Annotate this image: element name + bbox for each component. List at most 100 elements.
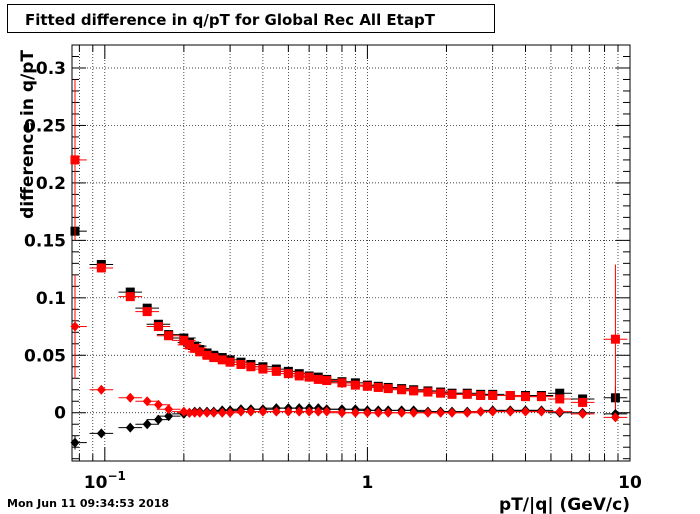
data-point [521, 392, 531, 402]
axis-ticks: 0 0.05 0.1 0.15 0.2 0.25 0.3 10−1 1 10 [24, 44, 642, 493]
y-tick-label: 0.15 [24, 231, 66, 251]
data-point [322, 376, 332, 386]
data-point [153, 399, 163, 410]
data-point [179, 335, 189, 345]
data-point [488, 390, 498, 400]
title-box: Fitted difference in q/pT for Global Rec… [7, 4, 495, 33]
y-tick-label: 0.1 [36, 289, 66, 309]
x-tick-label: 10 [618, 473, 642, 493]
series-1 [70, 79, 628, 414]
data-point [258, 364, 268, 374]
data-point [283, 369, 293, 379]
data-point [179, 406, 189, 417]
x-tick-label: 1 [361, 473, 373, 493]
data-point [383, 384, 393, 394]
y-axis-label: difference in q/pT [18, 50, 38, 219]
data-point [246, 362, 256, 372]
data-point [125, 392, 135, 403]
data-point [521, 406, 531, 417]
data-point [271, 406, 281, 417]
data-point [409, 386, 419, 396]
data-point [350, 407, 360, 418]
y-tick-label: 0.05 [24, 346, 66, 366]
data-point [184, 340, 194, 350]
data-point [246, 406, 256, 417]
data-point [70, 437, 80, 448]
data-point [190, 343, 200, 353]
chart-title: Fitted difference in q/pT for Global Rec… [25, 11, 435, 29]
data-point [476, 406, 486, 417]
data-point [397, 385, 407, 395]
data-point [505, 390, 515, 400]
data-point [304, 372, 314, 382]
data-point [96, 428, 106, 439]
data-point [447, 389, 457, 399]
data-point [164, 404, 174, 415]
data-point [125, 287, 135, 297]
axes-frame [71, 44, 631, 462]
y-tick-label: 0 [54, 404, 66, 424]
plot-frame [71, 44, 631, 462]
data-point [202, 350, 212, 360]
data-point [142, 307, 152, 317]
data-point [125, 422, 135, 433]
data-point [383, 407, 393, 418]
data-point [195, 347, 205, 357]
data-point [96, 384, 106, 395]
data-point [373, 382, 383, 392]
data-point [397, 407, 407, 418]
data-point [578, 397, 588, 407]
data-point [70, 155, 80, 165]
data-point [142, 396, 152, 407]
data-point [209, 353, 219, 363]
data-point [96, 263, 106, 273]
data-point [125, 292, 135, 302]
data-point [313, 374, 323, 384]
data-point [225, 357, 235, 367]
data-point [70, 321, 80, 332]
data-point [409, 407, 419, 418]
data-point [271, 366, 281, 376]
timestamp: Mon Jun 11 09:34:53 2018 [7, 497, 170, 510]
data-point [337, 407, 347, 418]
data-point [505, 406, 515, 417]
data-point [476, 390, 486, 400]
data-point [217, 355, 227, 365]
data-point [610, 412, 620, 423]
data-point [153, 414, 163, 425]
series-0 [70, 221, 628, 410]
data-point [488, 406, 498, 417]
data-point [164, 331, 174, 341]
data-point [578, 408, 588, 419]
axis-labels: pT/|q| (GeV/c) difference in q/pT [18, 50, 630, 514]
x-axis-label: pT/|q| (GeV/c) [499, 495, 630, 514]
data-point [362, 381, 372, 391]
data-point [294, 371, 304, 381]
data-point [462, 389, 472, 399]
data-point [610, 334, 620, 344]
data-point [447, 407, 457, 418]
data-point [142, 419, 152, 430]
data-point [555, 388, 565, 398]
data-point [423, 387, 433, 397]
data-point [164, 411, 174, 422]
data-point [555, 394, 565, 404]
data-point [153, 322, 163, 332]
data-point [423, 407, 433, 418]
data-point [350, 380, 360, 390]
data-point [225, 407, 235, 418]
data-point [462, 407, 472, 418]
data-series [70, 79, 628, 450]
y-tick-label: 0.2 [36, 174, 66, 194]
data-point [337, 378, 347, 388]
data-point [236, 359, 246, 369]
data-point [536, 392, 546, 402]
x-tick-label: 10−1 [84, 469, 126, 493]
data-point [536, 406, 546, 417]
data-point [322, 406, 332, 417]
y-tick-label: 0.25 [24, 116, 66, 136]
y-tick-label: 0.3 [36, 59, 66, 79]
grid [72, 45, 631, 461]
data-point [436, 388, 446, 398]
